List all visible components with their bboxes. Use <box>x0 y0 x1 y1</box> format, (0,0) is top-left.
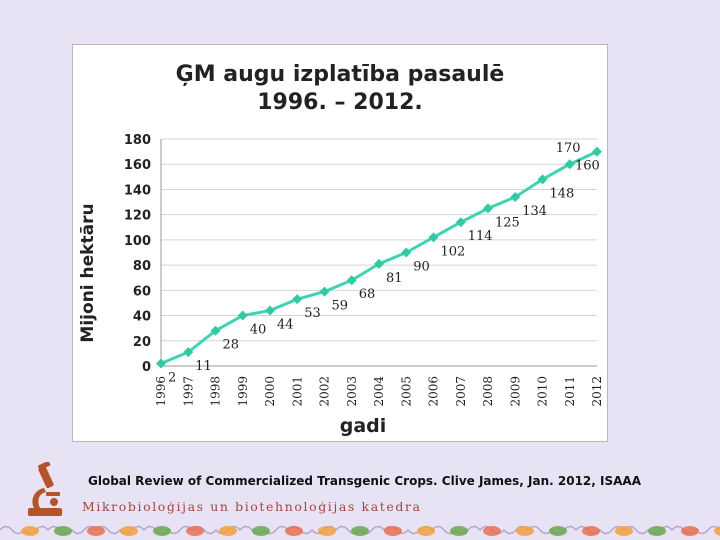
data-point <box>346 275 357 286</box>
y-tick-label: 0 <box>142 360 151 375</box>
x-tick-label: 2006 <box>427 376 441 407</box>
footer-decoration <box>0 525 720 536</box>
y-tick-label: 160 <box>124 158 151 173</box>
footer-bead <box>582 526 600 536</box>
x-tick-label: 2000 <box>263 376 277 407</box>
data-point <box>537 174 548 185</box>
y-tick-label: 180 <box>124 133 151 148</box>
y-tick-label: 80 <box>133 259 151 274</box>
data-label: 160 <box>575 159 600 174</box>
chart-title-line-1: ĢM augu izplatība pasaulē <box>175 62 505 87</box>
x-axis-label: gadi <box>339 415 387 437</box>
x-tick-label: 1999 <box>236 376 250 407</box>
footer-bead <box>153 526 171 536</box>
data-point <box>319 286 330 297</box>
x-tick-label: 1997 <box>181 376 195 407</box>
y-tick-label: 140 <box>124 183 151 198</box>
y-tick-label: 60 <box>133 284 151 299</box>
y-tick-label: 120 <box>124 209 151 224</box>
y-tick-label: 20 <box>133 335 151 350</box>
data-label: 2 <box>168 370 176 385</box>
data-label: 44 <box>277 318 294 333</box>
footer-bead <box>714 526 720 536</box>
data-label: 40 <box>250 323 267 338</box>
department-name: Mikrobioloģijas un biotehnoloģijas kated… <box>82 499 422 514</box>
data-label: 59 <box>332 299 349 314</box>
footer-bead <box>318 526 336 536</box>
footer-bead <box>516 526 534 536</box>
data-point <box>564 159 575 170</box>
footer-bead <box>54 526 72 536</box>
footer-bead <box>351 526 369 536</box>
x-tick-label: 2011 <box>563 376 577 407</box>
data-point <box>483 203 493 214</box>
footer-bead <box>87 526 105 536</box>
x-tick-label: 2005 <box>399 376 413 407</box>
footer-bead <box>549 526 567 536</box>
data-label: 125 <box>495 215 520 230</box>
data-point <box>592 146 602 157</box>
data-label: 28 <box>223 338 240 353</box>
data-label: 114 <box>468 229 493 244</box>
x-tick-label: 2010 <box>536 376 550 407</box>
footer-bead <box>681 526 699 536</box>
data-point <box>156 358 166 369</box>
series-line <box>160 150 598 365</box>
data-label: 102 <box>441 244 466 259</box>
microscope-icon <box>28 462 62 516</box>
data-point <box>183 347 194 358</box>
footer-bead <box>186 526 204 536</box>
source-citation: Global Review of Commercialized Transgen… <box>88 474 641 488</box>
chart-title: ĢM augu izplatība pasaulē 1996. – 2012. <box>73 61 607 117</box>
data-point <box>292 294 303 305</box>
footer-bead <box>21 526 39 536</box>
x-tick-label: 2009 <box>508 376 522 407</box>
chart-panel: ĢM augu izplatība pasaulē 1996. – 2012. … <box>72 44 608 442</box>
footer-bead <box>120 526 138 536</box>
data-label: 68 <box>359 287 376 302</box>
footer-bead <box>648 526 666 536</box>
line-chart: 0 20 40 60 80 100 120 140 160 180 1996 1997 1998 1999… <box>124 133 604 407</box>
footer-bead <box>219 526 237 536</box>
footer-bead <box>450 526 468 536</box>
x-tick-label: 2004 <box>372 376 386 407</box>
footer-bead <box>417 526 435 536</box>
footer-bead <box>615 526 633 536</box>
y-tick-label: 100 <box>124 234 151 249</box>
x-tick-label: 1996 <box>154 376 168 407</box>
data-point <box>455 217 466 228</box>
data-point <box>237 310 248 321</box>
x-tick-label: 2012 <box>590 376 604 407</box>
data-label: 90 <box>413 260 430 275</box>
data-label: 148 <box>550 186 575 201</box>
data-label: 11 <box>195 359 212 374</box>
data-label: 53 <box>304 306 321 321</box>
data-point <box>510 192 521 203</box>
x-tick-label: 2008 <box>481 376 495 407</box>
x-tick-label: 2003 <box>345 376 359 407</box>
data-point <box>210 325 221 336</box>
data-point <box>265 305 275 316</box>
data-point <box>374 258 384 269</box>
data-label: 170 <box>556 141 581 156</box>
y-tick-label: 40 <box>133 310 151 325</box>
data-point <box>401 247 412 258</box>
x-tick-label: 2001 <box>290 376 304 407</box>
data-point <box>428 232 439 243</box>
x-tick-label: 2002 <box>318 376 332 407</box>
footer-bead <box>252 526 270 536</box>
footer-bead <box>483 526 501 536</box>
footer-bead <box>384 526 402 536</box>
chart-title-line-2: 1996. – 2012. <box>257 90 423 115</box>
data-label: 81 <box>386 271 403 286</box>
footer-bead <box>285 526 303 536</box>
data-label: 134 <box>522 204 547 219</box>
x-tick-label: 2007 <box>454 376 468 407</box>
x-tick-label: 1998 <box>209 376 223 407</box>
